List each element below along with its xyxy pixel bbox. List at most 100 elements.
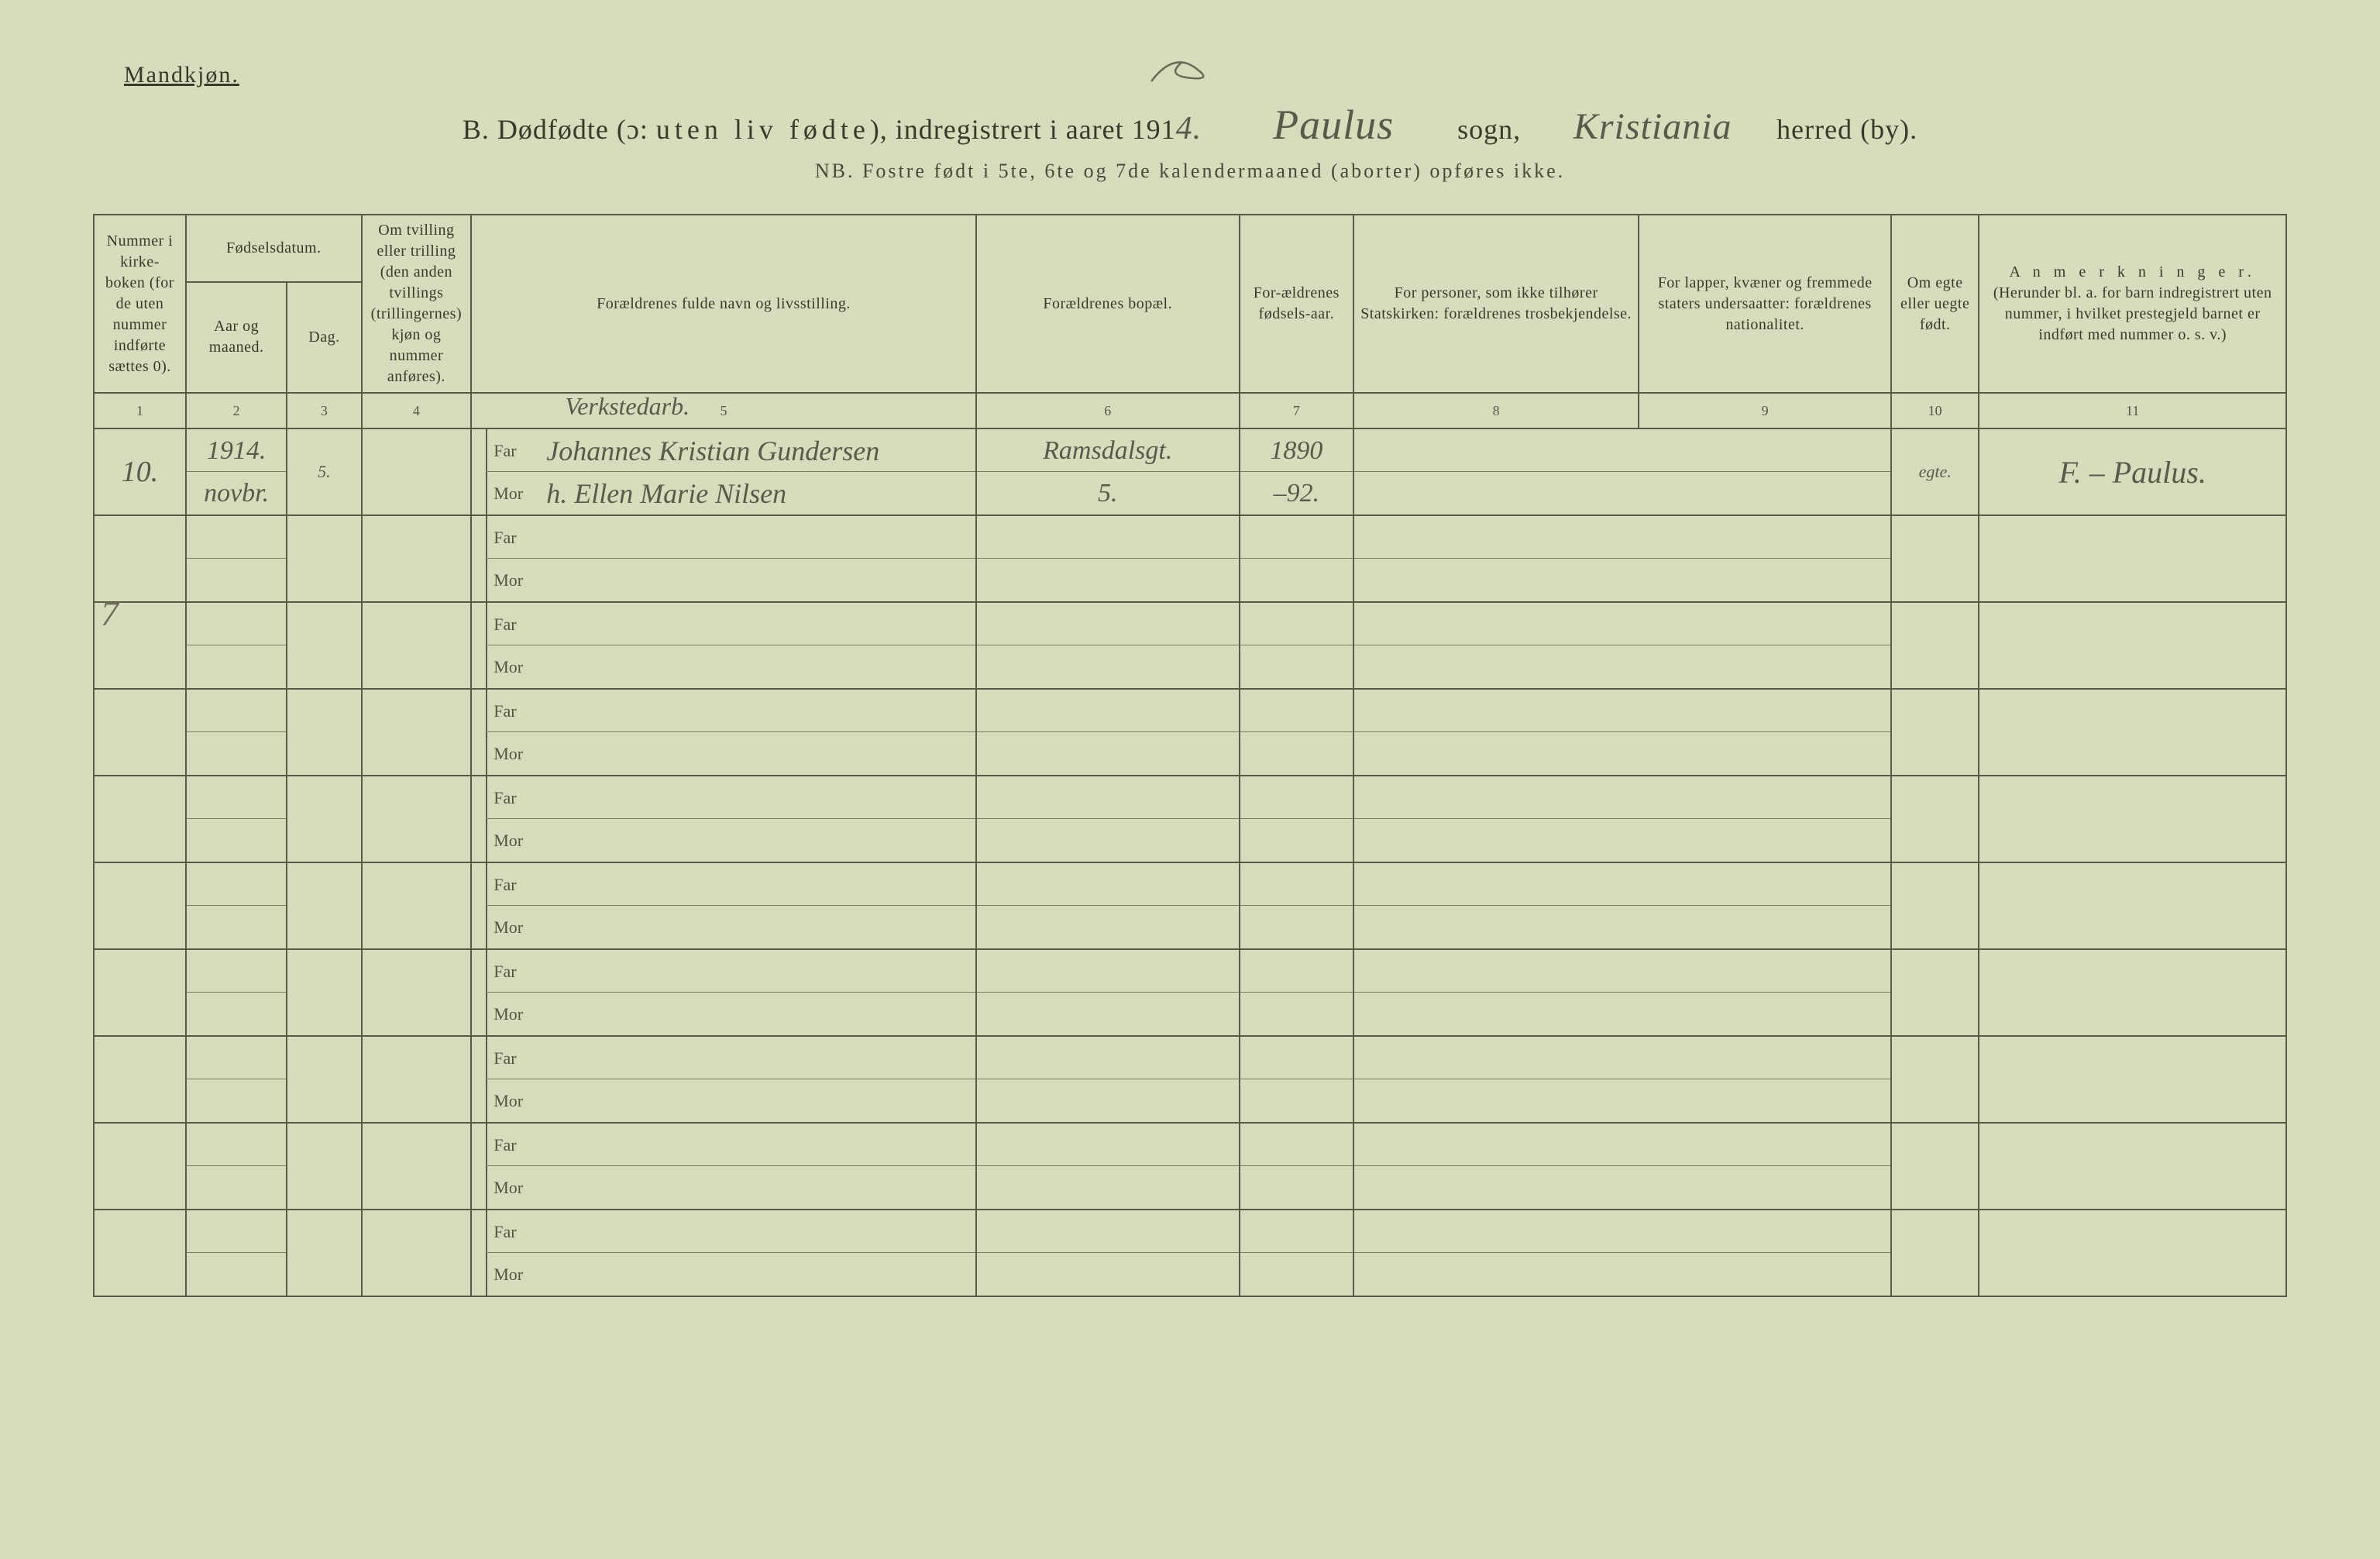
herred-handwritten: Kristiania [1544,105,1761,148]
col-4-header: Om tvilling eller trilling (den anden tv… [362,215,472,393]
far-label: Far [494,701,540,721]
colnum-7: 7 [1240,393,1353,428]
table-cell [1891,602,1979,689]
table-cell [1240,1036,1353,1123]
table-cell [976,949,1240,1036]
far-label: Far [494,788,540,808]
table-cell [1979,602,2286,689]
table-cell [186,949,287,1036]
table-cell: Far Mor [471,689,976,776]
table-cell [186,1210,287,1296]
ledger-table: Nummer i kirke-boken (for de uten nummer… [93,214,2287,1297]
table-cell [362,1036,472,1123]
table-cell [1979,862,2286,949]
mor-label: Mor [494,1004,540,1024]
mor-value: h. Ellen Marie Nilsen [540,477,786,510]
colnum-3: 3 [287,393,361,428]
table-row: Far Mor [94,949,2286,1036]
table-cell [1353,1123,1639,1210]
title-mid: ), indregistrert i aaret 191 [870,114,1176,145]
table-body: 10. 1914. novbr. 5. FarJohannes Kristian… [94,428,2286,1296]
table-cell [1639,776,1891,862]
table-cell [1353,949,1639,1036]
far-label: Far [494,528,540,548]
col-9-header: For lapper, kvæner og fremmede staters u… [1639,215,1891,393]
table-cell [94,776,186,862]
colnum-5-num: 5 [720,403,727,418]
year-handwritten: 4. [1176,111,1202,146]
col-11-sub: (Herunder bl. a. for barn indregistrert … [1993,284,2272,343]
table-row: Far Mor [94,1123,2286,1210]
sogn-handwritten: Paulus [1225,101,1442,149]
table-header: Nummer i kirke-boken (for de uten nummer… [94,215,2286,428]
dag-value: 5. [318,462,331,481]
table-cell [287,949,361,1036]
table-cell [287,776,361,862]
col-10-header: Om egte eller uegte født. [1891,215,1979,393]
table-cell [976,1036,1240,1123]
colnum-5: Verkstedarb. 5 [471,393,976,428]
table-cell [94,1123,186,1210]
table-cell [1891,1036,1979,1123]
table-cell [1891,1123,1979,1210]
sogn-label: sogn, [1457,114,1521,145]
col-8-header: For personer, som ikke tilhører Statskir… [1353,215,1639,393]
table-row: 10. 1914. novbr. 5. FarJohannes Kristian… [94,428,2286,515]
table-cell [287,515,361,602]
table-cell: FarJohannes Kristian Gundersen Morh. Ell… [471,428,976,515]
egte-value: egte. [1919,462,1952,481]
page-title: B. Dødfødte (ɔ: uten liv fødte), indregi… [93,101,2287,149]
nb-subline: NB. Fostre født i 5te, 6te og 7de kalend… [93,160,2287,183]
table-cell: 5. [287,428,361,515]
table-cell [1891,949,1979,1036]
table-cell: 1890 –92. [1240,428,1353,515]
table-cell [362,602,472,689]
table-cell [1891,1210,1979,1296]
table-cell: Far Mor [471,949,976,1036]
col-11-title: A n m e r k n i n g e r. [2009,263,2255,280]
table-cell [287,1036,361,1123]
colnum-11: 11 [1979,393,2286,428]
table-cell [362,949,472,1036]
colnum-10: 10 [1891,393,1979,428]
table-row: Far Mor [94,776,2286,862]
table-cell: Ramsdalsgt. 5. [976,428,1240,515]
table-cell [1639,862,1891,949]
colnum-2: 2 [186,393,287,428]
table-cell [1891,776,1979,862]
cell-value: novbr. [204,479,269,508]
table-cell [1979,515,2286,602]
colnum-4: 4 [362,393,472,428]
table-cell [1979,689,2286,776]
table-cell: Far Mor [471,602,976,689]
far-label: Far [494,1135,540,1155]
table-cell [1353,515,1639,602]
table-cell [1240,949,1353,1036]
table-cell [94,515,186,602]
table-cell [1639,1036,1891,1123]
table-cell [976,776,1240,862]
col-11-header: A n m e r k n i n g e r. (Herunder bl. a… [1979,215,2286,393]
table-cell [1891,515,1979,602]
table-cell: Far Mor [471,1123,976,1210]
table-cell [362,1123,472,1210]
table-row: Far Mor [94,515,2286,602]
mor-label: Mor [494,831,540,851]
table-cell [1240,1123,1353,1210]
col-7-header: For-ældrenes fødsels-aar. [1240,215,1353,393]
table-cell: 1914. novbr. [186,428,287,515]
table-cell [1353,1036,1639,1123]
table-cell [94,1210,186,1296]
table-cell [287,1123,361,1210]
table-cell [186,515,287,602]
far-label: Far [494,1048,540,1069]
table-cell [976,1123,1240,1210]
col-2a-header: Aar og maaned. [186,282,287,394]
table-cell [362,515,472,602]
table-cell [1240,776,1353,862]
table-cell [1891,689,1979,776]
table-cell [1353,602,1639,689]
table-cell [1240,602,1353,689]
mor-label: Mor [494,1091,540,1111]
mor-label: Mor [494,917,540,938]
